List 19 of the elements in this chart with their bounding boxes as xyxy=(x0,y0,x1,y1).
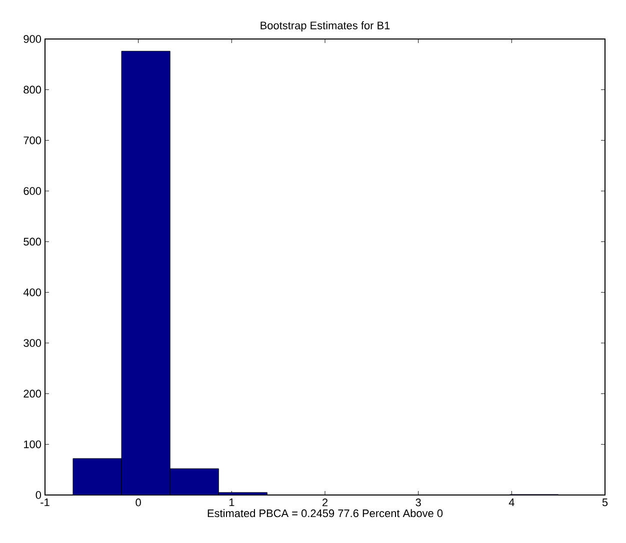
y-tick-label: 700 xyxy=(24,136,42,144)
x-tick-label: 3 xyxy=(416,498,421,506)
x-axis-title: Estimated PBCA = 0.2459 77.6 Percent Above 0 xyxy=(208,509,443,518)
x-tick-label: 4 xyxy=(508,498,514,506)
y-tick-label: 600 xyxy=(24,187,42,195)
y-tick-label: 0 xyxy=(36,491,42,499)
y-tick-label: 100 xyxy=(24,440,42,448)
y-tick-label: 200 xyxy=(24,390,42,398)
x-tick-label: 0 xyxy=(136,498,141,506)
chart-title: Bootstrap Estimates for B1 xyxy=(260,21,390,32)
y-tick-label: 400 xyxy=(23,288,42,296)
x-tick-label: 5 xyxy=(602,498,608,506)
x-tick-label: 1 xyxy=(229,498,234,506)
y-tick-label: 800 xyxy=(24,86,42,94)
x-tick-label: -1 xyxy=(40,498,50,506)
y-tick-label: 300 xyxy=(24,339,42,347)
x-tick-label: 2 xyxy=(322,498,328,506)
y-tick-label: 500 xyxy=(24,238,42,246)
y-tick-label: 900 xyxy=(24,35,42,43)
